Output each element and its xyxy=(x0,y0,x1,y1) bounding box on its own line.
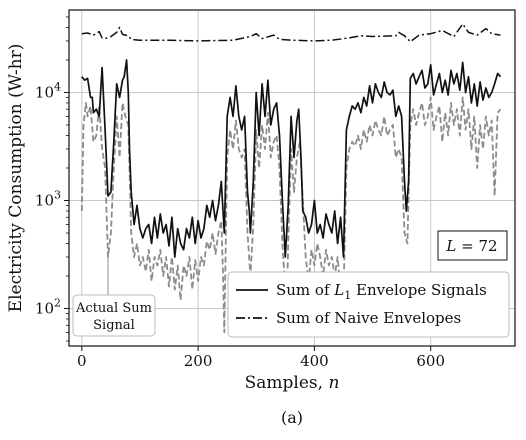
series-line-sum-of-naive-envelopes xyxy=(81,23,501,43)
x-tick-label: 600 xyxy=(416,352,445,370)
caption: (a) xyxy=(281,408,303,427)
ticks: 0 200 400 600 102 103 104 xyxy=(35,16,445,370)
legend-entry-label: Sum of Naive Envelopes xyxy=(276,309,461,327)
annotation-text-line2: Signal xyxy=(93,318,135,333)
legend: Sum of L1 Envelope Signals Sum of Naive E… xyxy=(227,271,510,338)
y-tick-label: 102 xyxy=(35,297,61,318)
x-axis-title: Samples, n xyxy=(245,373,340,393)
actual-sum-annotation: Actual Sum Signal xyxy=(72,256,156,337)
legend-box xyxy=(227,271,510,338)
axes-frame xyxy=(68,9,516,347)
legend-entry-label: Sum of L1 Envelope Signals xyxy=(276,281,487,302)
annotation-text-line1: Actual Sum xyxy=(75,301,152,316)
axes-border xyxy=(68,9,516,347)
parameter-box: L = 72 xyxy=(437,230,508,261)
y-tick-label: 104 xyxy=(35,80,61,101)
annotation-box xyxy=(72,294,156,337)
y-tick-label: 103 xyxy=(35,189,61,210)
x-tick-label: 200 xyxy=(184,352,213,370)
series-line-sum-of-l1-envelope-signals xyxy=(81,59,502,258)
x-tick-label: 0 xyxy=(77,352,87,370)
x-tick-label: 400 xyxy=(300,352,329,370)
y-axis-title: Electricity Consumption (W-hr) xyxy=(6,44,26,313)
parameter-box-label: L = 72 xyxy=(445,237,497,255)
parameter-box-border xyxy=(437,230,508,261)
